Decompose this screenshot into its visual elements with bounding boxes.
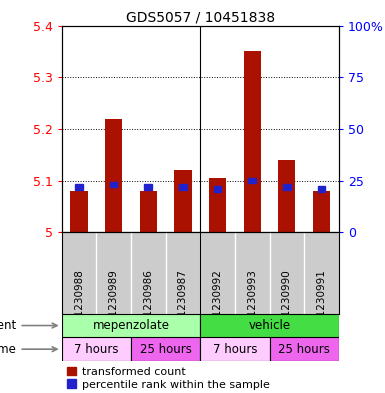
- Text: 25 hours: 25 hours: [140, 343, 191, 356]
- Bar: [179, 184, 187, 189]
- Bar: [131, 337, 200, 361]
- Text: GSM1230990: GSM1230990: [282, 269, 292, 339]
- Legend: transformed count, percentile rank within the sample: transformed count, percentile rank withi…: [67, 367, 270, 389]
- Bar: [200, 337, 270, 361]
- Text: GSM1230991: GSM1230991: [316, 269, 326, 339]
- Bar: [62, 337, 131, 361]
- Bar: [105, 119, 122, 232]
- Text: GSM1230986: GSM1230986: [143, 269, 153, 339]
- Bar: [270, 337, 339, 361]
- Bar: [243, 51, 261, 232]
- Bar: [214, 186, 221, 191]
- Bar: [144, 184, 152, 189]
- Text: GSM1230993: GSM1230993: [247, 269, 257, 339]
- Bar: [139, 191, 157, 232]
- Bar: [313, 191, 330, 232]
- Text: GSM1230987: GSM1230987: [178, 269, 188, 339]
- Bar: [200, 314, 339, 337]
- Title: GDS5057 / 10451838: GDS5057 / 10451838: [126, 10, 275, 24]
- Bar: [174, 170, 191, 232]
- Bar: [110, 182, 117, 187]
- Text: GSM1230989: GSM1230989: [109, 269, 119, 339]
- Text: vehicle: vehicle: [248, 319, 291, 332]
- Bar: [278, 160, 295, 232]
- Bar: [283, 184, 291, 189]
- Text: 7 hours: 7 hours: [213, 343, 257, 356]
- Text: time: time: [0, 343, 57, 356]
- Bar: [75, 184, 83, 189]
- Text: agent: agent: [0, 319, 57, 332]
- Bar: [70, 191, 88, 232]
- Bar: [248, 178, 256, 183]
- Bar: [62, 314, 200, 337]
- Bar: [209, 178, 226, 232]
- Text: mepenzolate: mepenzolate: [92, 319, 169, 332]
- Text: 25 hours: 25 hours: [278, 343, 330, 356]
- Text: GSM1230988: GSM1230988: [74, 269, 84, 339]
- Bar: [318, 186, 325, 191]
- Text: 7 hours: 7 hours: [74, 343, 119, 356]
- Text: GSM1230992: GSM1230992: [213, 269, 223, 339]
